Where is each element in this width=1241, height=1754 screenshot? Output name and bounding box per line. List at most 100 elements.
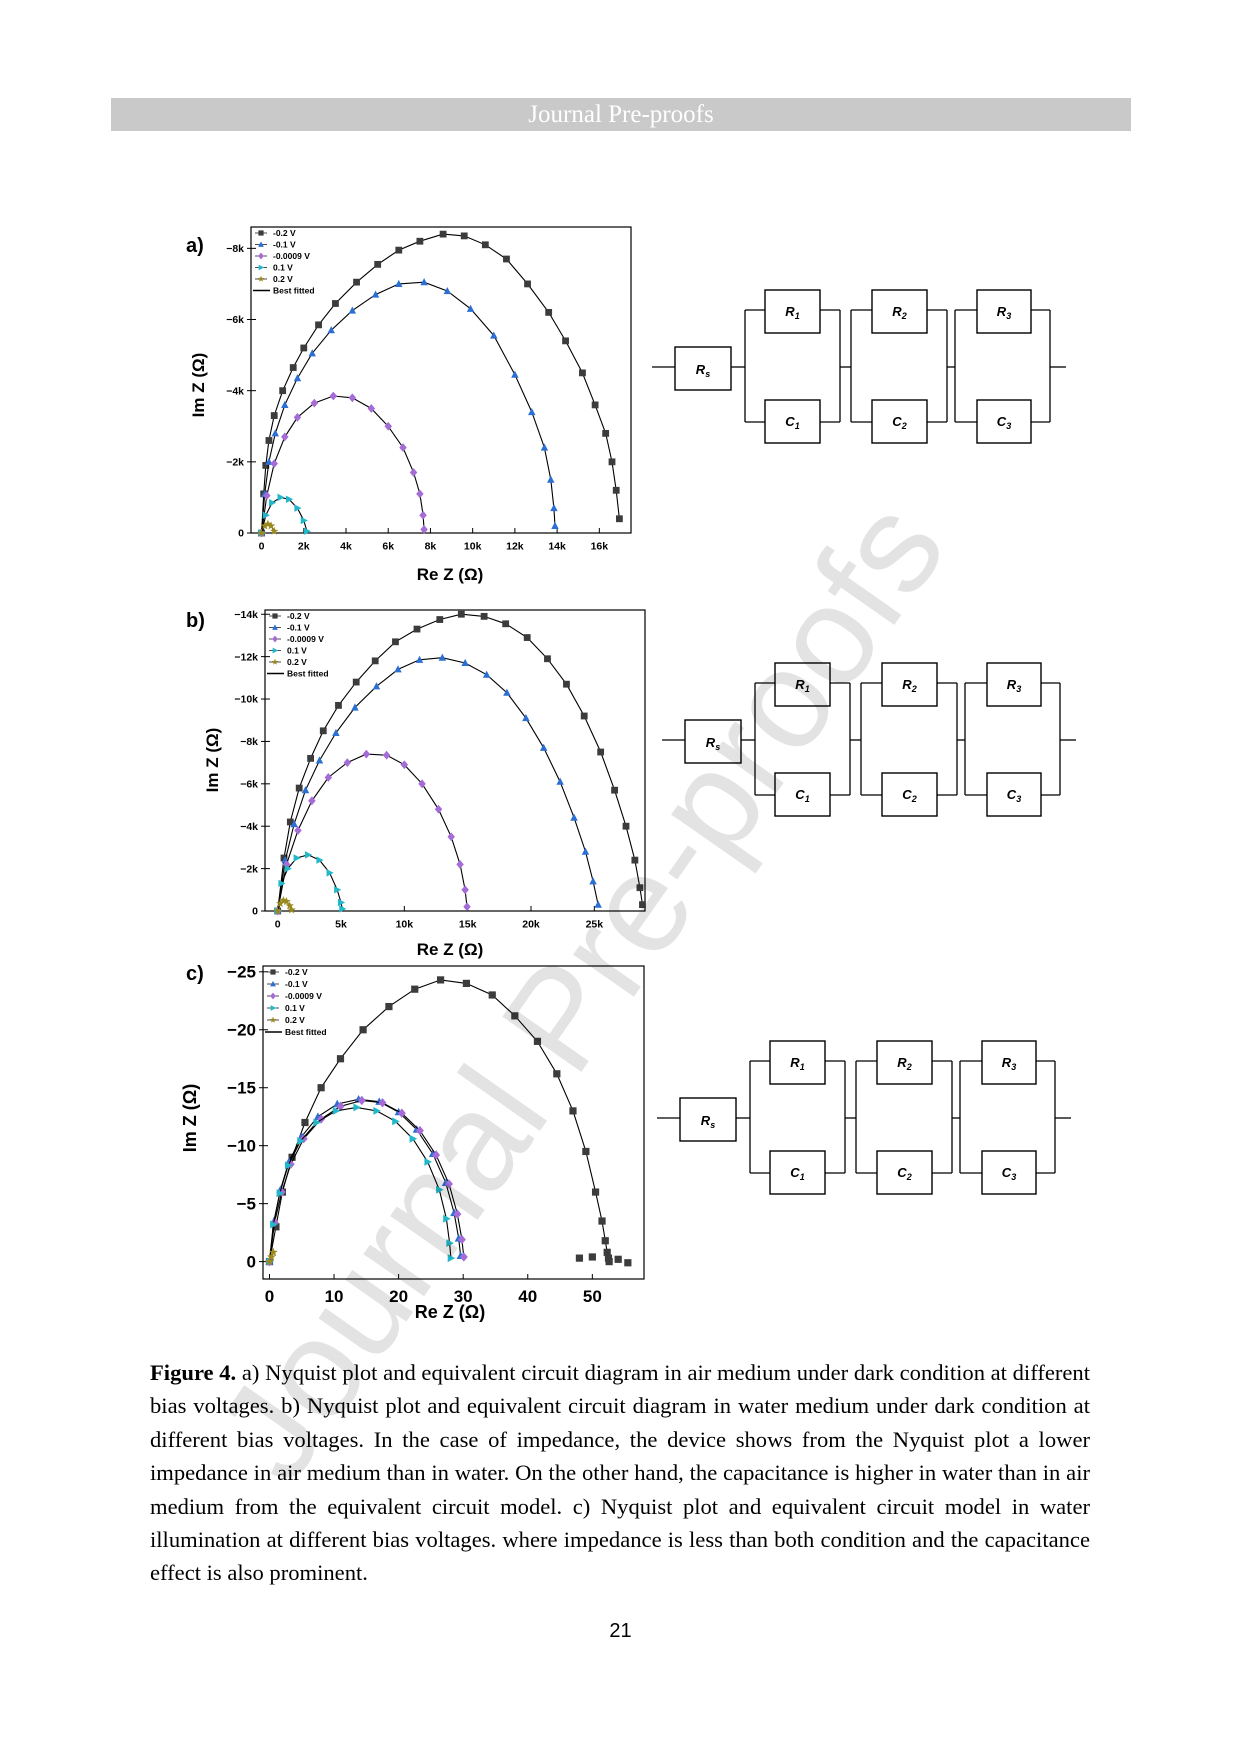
data-point — [303, 527, 312, 535]
data-point — [453, 1209, 462, 1219]
data-point — [415, 1125, 424, 1136]
legend-label: Best fitted — [287, 669, 329, 679]
resistor-r3 — [976, 289, 1032, 334]
journal-header-bar: Journal Pre-proofs — [111, 98, 1131, 131]
x-tick-label: 0 — [275, 919, 281, 931]
plot-frame — [262, 965, 645, 1280]
x-tick-label: 4k — [340, 541, 352, 553]
data-point — [295, 784, 303, 792]
data-point — [266, 521, 276, 530]
fit-line — [261, 395, 425, 534]
data-point — [258, 230, 264, 236]
data-point — [337, 898, 346, 907]
capacitor-c3 — [981, 1150, 1037, 1195]
data-point — [287, 905, 296, 914]
data-point — [582, 1147, 590, 1156]
x-tick-label: 20 — [389, 1287, 408, 1306]
data-point — [614, 1255, 622, 1263]
data-point — [272, 635, 278, 643]
data-point — [409, 468, 418, 477]
data-point — [272, 624, 278, 630]
data-point — [416, 489, 424, 499]
panel-label: c) — [186, 963, 204, 985]
resistor-r3 — [981, 1040, 1037, 1085]
x-tick-label: 8k — [425, 541, 437, 553]
data-point — [315, 321, 322, 329]
circuit-component-label: R3 — [997, 304, 1011, 321]
y-tick-label: −10k — [234, 694, 258, 706]
x-tick-label: 0 — [265, 1287, 274, 1306]
data-point — [447, 1254, 456, 1263]
data-point — [279, 387, 287, 395]
data-point — [336, 1055, 345, 1063]
data-point — [636, 884, 644, 892]
data-point — [315, 756, 324, 764]
data-point — [282, 897, 291, 906]
data-point — [434, 804, 443, 814]
data-point — [511, 1012, 519, 1020]
circuit-component-label: R3 — [1002, 1055, 1016, 1072]
data-point — [258, 241, 264, 247]
data-point — [490, 331, 498, 339]
legend-label: 0.1 V — [273, 263, 293, 273]
legend-label: Best fitted — [273, 286, 315, 296]
y-axis-label: Im Z (Ω) — [180, 1084, 200, 1152]
data-point — [420, 525, 428, 534]
data-point — [591, 1188, 600, 1196]
data-point — [294, 504, 302, 512]
x-tick-label: 15k — [459, 919, 477, 931]
data-point — [329, 391, 338, 401]
x-tick-label: 16k — [591, 541, 609, 553]
x-tick-label: 10 — [325, 1287, 344, 1306]
data-point — [482, 670, 491, 678]
data-point — [378, 1098, 387, 1108]
y-tick-label: −6k — [226, 314, 244, 326]
data-point — [392, 1117, 400, 1126]
data-point — [457, 610, 465, 618]
data-point — [270, 1220, 278, 1229]
data-point — [511, 370, 519, 378]
data-point — [353, 1103, 361, 1112]
circuit-component-label: C2 — [897, 1165, 911, 1182]
data-point — [382, 750, 391, 760]
capacitor-c2 — [876, 1150, 933, 1195]
data-point — [334, 886, 342, 894]
data-point — [631, 856, 639, 864]
data-point — [326, 869, 334, 877]
data-point — [581, 847, 590, 855]
data-point — [359, 1026, 367, 1034]
data-point — [327, 326, 335, 334]
x-tick-label: 10k — [464, 541, 482, 553]
y-tick-label: −4k — [226, 385, 244, 397]
legend-label: -0.2 V — [287, 611, 310, 621]
resistor-r2 — [881, 662, 938, 707]
fit-line — [261, 233, 620, 534]
x-tick-label: 10k — [396, 919, 414, 931]
data-point — [462, 979, 471, 987]
legend-label: 0.2 V — [285, 1015, 305, 1025]
data-point — [436, 976, 445, 984]
caption-label: Figure 4. — [150, 1360, 237, 1385]
data-point — [399, 443, 407, 453]
data-point — [550, 504, 558, 512]
x-tick-label: 30 — [454, 1287, 473, 1306]
data-point — [258, 252, 264, 260]
y-tick-label: −2k — [240, 863, 258, 875]
data-point — [457, 1234, 466, 1245]
data-point — [308, 796, 316, 806]
data-point — [608, 458, 616, 466]
data-point — [367, 404, 376, 413]
chart-panel-a: a) 0 2k 4k 6k 8k 10k 12k 14k 16k 0 −2k −4k −6k −8k Re Z… — [186, 226, 632, 584]
data-point — [313, 1118, 321, 1127]
data-point — [432, 1150, 441, 1160]
data-point — [503, 688, 511, 696]
data-point — [420, 278, 428, 286]
data-point — [409, 1134, 418, 1143]
data-point — [332, 1106, 341, 1115]
legend-label: -0.2 V — [285, 967, 308, 977]
circuit-component-label: R1 — [785, 304, 799, 321]
data-point — [612, 486, 620, 494]
data-point — [551, 521, 559, 529]
data-point — [300, 344, 308, 352]
data-point — [286, 818, 294, 826]
